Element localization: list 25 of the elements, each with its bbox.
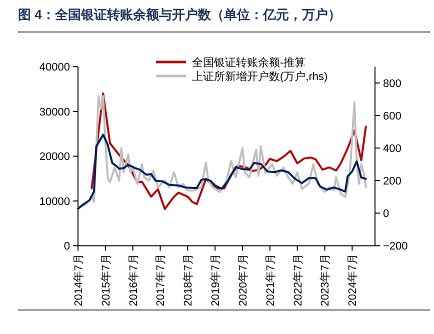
legend-label: 全国银证转账余额-推算 bbox=[192, 56, 306, 69]
x-tick-label: 2024年7月 bbox=[347, 254, 360, 306]
y-tick-label: 20000 bbox=[39, 151, 70, 164]
y-tick-label: 40000 bbox=[39, 62, 70, 74]
y-tick-label: 0 bbox=[64, 240, 70, 253]
chart-title: 图 4：全国银证转账余额与开户数（单位：亿元，万户） bbox=[18, 7, 341, 22]
y2-tick-label: 800 bbox=[383, 78, 402, 90]
x-tick-label: 2014年7月 bbox=[73, 254, 85, 306]
y2-tick-label: 200 bbox=[383, 176, 402, 188]
x-tick-label: 2020年7月 bbox=[237, 254, 250, 306]
x-tick-label: 2018年7月 bbox=[182, 254, 195, 306]
y2-tick-label: 0 bbox=[383, 208, 390, 220]
x-tick-label: 2022年7月 bbox=[292, 254, 304, 306]
y2-tick-label: −200 bbox=[383, 240, 408, 253]
y2-tick-label: 400 bbox=[383, 143, 402, 156]
x-tick-label: 2017年7月 bbox=[155, 254, 168, 306]
y2-tick-label: 600 bbox=[383, 110, 402, 123]
x-tick-label: 2019年7月 bbox=[210, 254, 222, 306]
x-tick-label: 2015年7月 bbox=[100, 254, 112, 306]
y-tick-label: 10000 bbox=[39, 196, 70, 208]
legend-label: 上证所新增开户数(万户,rhs) bbox=[192, 70, 328, 83]
x-tick-label: 2016年7月 bbox=[128, 254, 140, 306]
y-tick-label: 30000 bbox=[39, 106, 70, 118]
x-tick-label: 2023年7月 bbox=[320, 254, 332, 306]
x-tick-label: 2021年7月 bbox=[264, 254, 277, 306]
